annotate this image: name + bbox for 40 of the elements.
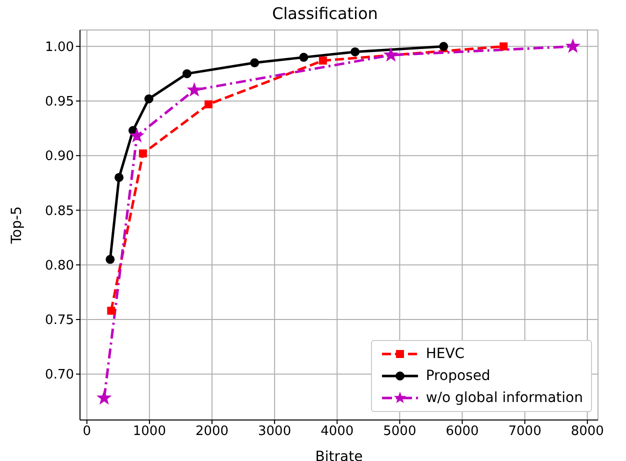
- y-tick-label: 0.85: [45, 204, 74, 219]
- point: [186, 82, 202, 97]
- point: [107, 306, 116, 315]
- y-tick-label: 1.00: [45, 40, 74, 55]
- x-tick-label: 5000: [383, 424, 416, 440]
- x-tick-label: 8000: [570, 424, 604, 440]
- y-tick-label: 0.70: [45, 368, 74, 383]
- y-tick-label: 0.95: [45, 94, 74, 110]
- x-tick-label: 1000: [132, 424, 166, 440]
- point: [299, 52, 308, 62]
- point: [129, 128, 145, 142]
- legend-label: HEVC: [426, 346, 465, 362]
- point: [138, 149, 147, 158]
- x-tick-label: 6000: [446, 424, 479, 440]
- x-tick-label: 2000: [195, 424, 229, 440]
- point: [182, 69, 192, 78]
- x-axis-title: Bitrate: [315, 449, 363, 461]
- chart-title: Classification: [271, 4, 379, 23]
- point: [383, 47, 399, 62]
- x-tick-label: 0: [82, 424, 92, 440]
- point: [350, 47, 360, 56]
- point: [96, 390, 112, 405]
- point: [565, 38, 581, 53]
- point: [114, 172, 124, 182]
- point: [106, 254, 115, 264]
- y-tick-label: 0.90: [45, 149, 74, 164]
- point: [250, 58, 260, 68]
- legend-label: w/o global information: [426, 390, 583, 406]
- point: [144, 94, 154, 104]
- point: [318, 56, 327, 65]
- x-tick-label: 4000: [320, 424, 354, 440]
- x-tick-label: 3000: [258, 424, 292, 440]
- point: [439, 42, 448, 51]
- point: [204, 100, 213, 108]
- y-tick-label: 0.80: [45, 258, 74, 274]
- point: [500, 42, 508, 50]
- legend-label: Proposed: [426, 368, 490, 384]
- y-axis-title: Top-5: [8, 206, 25, 245]
- y-tick-label: 0.75: [45, 313, 74, 328]
- x-tick-label: 7000: [508, 424, 542, 440]
